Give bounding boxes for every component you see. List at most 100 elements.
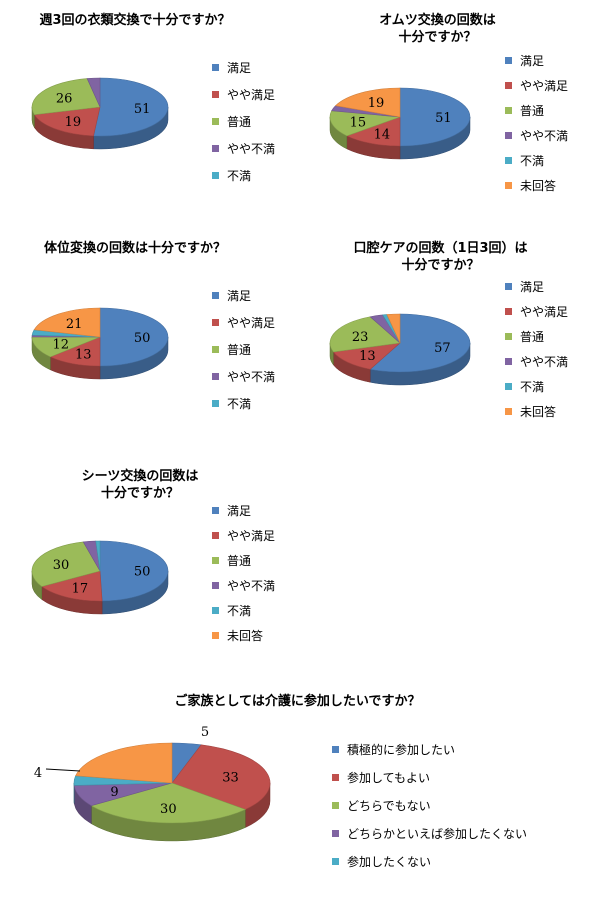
legend-swatch: [332, 857, 339, 865]
legend-label: どちらかといえば参加したくない: [347, 826, 528, 841]
legend-item: 未回答: [505, 399, 568, 424]
legend-label: やや満足: [227, 529, 276, 543]
legend-label: 普通: [227, 343, 252, 357]
title-line: 口腔ケアの回数（1日3回）は: [353, 241, 528, 256]
data-label: 5: [201, 725, 209, 740]
pie-slice-1: [332, 342, 401, 370]
legend-label: やや満足: [520, 305, 569, 319]
legend: 満足やや満足普通やや不満不満: [212, 282, 275, 417]
legend-label: やや不満: [227, 142, 276, 156]
legend-swatch: [212, 172, 219, 179]
legend-swatch: [212, 507, 219, 514]
legend-label: 不満: [520, 154, 545, 168]
legend-swatch: [505, 383, 512, 390]
legend-item: 満足: [212, 54, 275, 81]
title-line: オムツ交換の回数は: [379, 13, 496, 28]
legend-item: やや不満: [505, 123, 568, 148]
legend-item: 未回答: [505, 173, 568, 198]
legend-item: どちらかといえば参加したくない: [332, 819, 527, 847]
legend-label: どちらでもない: [347, 798, 431, 813]
legend-item: やや満足: [505, 299, 568, 324]
pie-slice-1: [346, 116, 401, 147]
pie-slice-3: [86, 77, 101, 108]
legend: 満足 やや満足 普通 やや不満 不満 未回答: [505, 48, 568, 198]
legend-swatch: [332, 773, 339, 781]
legend-label: 満足: [227, 289, 252, 303]
title-line: 十分ですか？: [398, 30, 477, 45]
legend-label: 未回答: [227, 629, 264, 643]
data-label: 57: [434, 341, 451, 356]
legend-label: 満足: [520, 54, 545, 68]
legend-swatch: [505, 132, 512, 139]
pie-slice-0: [399, 87, 471, 147]
legend-item: 満足: [505, 274, 568, 299]
legend-swatch: [505, 308, 512, 315]
legend-label: 不満: [227, 604, 252, 618]
legend-item: やや不満: [212, 135, 275, 162]
data-label: 19: [368, 96, 385, 111]
legend-label: 普通: [227, 115, 252, 129]
pie-slice-2: [90, 782, 247, 824]
legend-swatch: [332, 801, 339, 809]
legend-item: 未回答: [212, 623, 275, 648]
legend-label: 満足: [227, 504, 252, 518]
legend: 積極的に参加したい 参加してもよい どちらでもない どちらかといえば参加したくない 参加…: [332, 735, 527, 875]
pie-slice-0: [93, 77, 169, 137]
data-label: 9: [110, 785, 118, 800]
legend-item: 不満: [505, 374, 568, 399]
data-label: 21: [66, 317, 83, 332]
legend-item: やや不満: [212, 363, 275, 390]
pie-slice-2: [31, 78, 101, 116]
pie-slice-0: [99, 307, 169, 367]
chart-title: 体位変換の回数は十分ですか？: [43, 241, 226, 256]
legend-swatch: [212, 145, 219, 152]
legend-label: 普通: [227, 554, 252, 568]
legend-swatch: [212, 632, 219, 639]
legend-swatch: [505, 182, 512, 189]
legend-item: 満足: [212, 282, 275, 309]
legend-item: 不満: [212, 162, 275, 189]
legend-swatch: [212, 319, 219, 326]
pie-slice-4: [95, 540, 101, 572]
legend-swatch: [505, 157, 512, 164]
legend-swatch: [505, 107, 512, 114]
legend-item: 参加したくない: [332, 847, 527, 875]
legend-label: 未回答: [520, 405, 557, 419]
legend-label: やや満足: [227, 316, 276, 330]
legend-label: 普通: [520, 330, 545, 344]
data-label: 51: [435, 111, 452, 126]
leader-line: [45, 768, 81, 772]
legend-swatch: [212, 64, 219, 71]
legend-label: 未回答: [520, 179, 557, 193]
legend-swatch: [212, 91, 219, 98]
legend-swatch: [212, 532, 219, 539]
pie-slice-5: [33, 307, 101, 338]
legend-swatch: [212, 373, 219, 380]
legend-label: 参加したくない: [347, 854, 432, 869]
legend-label: 不満: [227, 397, 252, 411]
pie-slice-0: [99, 540, 169, 602]
pie-slice-1: [171, 744, 271, 810]
pie-slice-1: [41, 570, 103, 602]
legend-label: 不満: [227, 169, 252, 183]
legend-label: 不満: [520, 380, 545, 394]
legend-item: 普通: [212, 548, 275, 573]
pie-slice-5: [75, 742, 173, 784]
legend-item: やや不満: [212, 573, 275, 598]
legend-swatch: [505, 82, 512, 89]
chart-title: 口腔ケアの回数（1日3回）は 十分ですか？: [318, 240, 563, 274]
pie-slice-0: [369, 313, 471, 373]
legend-swatch: [332, 745, 339, 753]
data-label: 30: [53, 558, 70, 573]
legend-swatch: [505, 57, 512, 64]
legend: 満足 やや満足 普通 やや不満 不満: [212, 54, 275, 189]
data-label: 51: [134, 102, 151, 117]
legend-swatch: [505, 408, 512, 415]
data-label: 23: [352, 330, 369, 345]
legend-swatch: [212, 346, 219, 353]
legend-label: やや不満: [520, 129, 569, 143]
